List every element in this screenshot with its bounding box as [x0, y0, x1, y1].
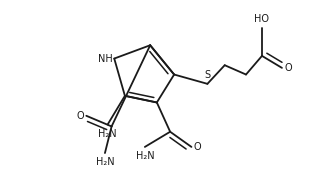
Text: NH: NH: [98, 54, 113, 63]
Text: S: S: [204, 70, 211, 80]
Text: O: O: [194, 142, 201, 152]
Text: O: O: [284, 63, 292, 73]
Text: H₂N: H₂N: [98, 129, 117, 139]
Text: O: O: [77, 111, 84, 121]
Text: HO: HO: [255, 14, 270, 24]
Text: H₂N: H₂N: [136, 151, 154, 161]
Text: H₂N: H₂N: [96, 157, 114, 167]
